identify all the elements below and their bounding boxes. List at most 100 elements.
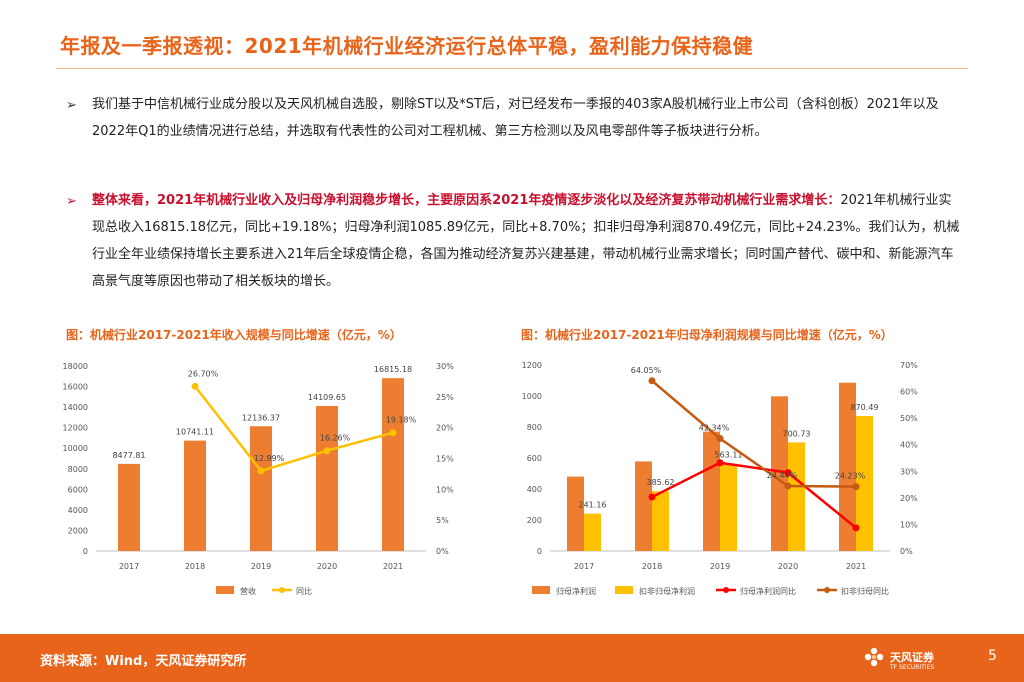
bar	[567, 476, 584, 551]
bar-data-label: 10741.11	[176, 428, 214, 437]
bar	[184, 440, 206, 551]
paragraph-summary: 整体来看，2021年机械行业收入及归母净利润稳步增长，主要原因系2021年疫情逐…	[92, 187, 962, 295]
x-axis-tick-label: 2018	[642, 562, 662, 571]
left-axis-tick-label: 12000	[63, 424, 88, 433]
bar-data-label: 16815.18	[374, 365, 412, 374]
bar	[635, 461, 652, 551]
series-line	[651, 461, 857, 529]
legend-marker	[723, 587, 729, 593]
legend-label: 同比	[296, 586, 312, 596]
right-axis-tick-label: 30%	[436, 362, 454, 371]
right-axis-tick-label: 30%	[900, 467, 918, 476]
series-line	[651, 379, 857, 488]
title-divider	[56, 68, 968, 69]
right-axis-tick-label: 5%	[436, 516, 449, 525]
x-axis-tick-label: 2017	[119, 562, 139, 571]
right-axis-tick-label: 60%	[900, 388, 918, 397]
legend-swatch	[615, 586, 633, 594]
bar-data-label: 14109.65	[308, 393, 346, 402]
revenue-chart: 0 2000 4000 6000 8000 10000 12000 14000 16000 180…	[63, 362, 455, 596]
line-data-label: 24.23%	[835, 472, 866, 481]
line-data-label: 16.26%	[320, 434, 351, 443]
line-point	[716, 459, 724, 467]
x-axis-tick-label: 2019	[251, 562, 271, 571]
summary-text: 2021年机械行业实现总收入16815.18亿元，同比+19.18%；归母净利润…	[92, 193, 960, 289]
line-point	[716, 434, 724, 442]
logo-text: 天风证券	[890, 651, 934, 664]
bar	[703, 431, 720, 551]
x-axis-tick-label: 2019	[710, 562, 730, 571]
left-axis-tick-label: 10000	[63, 444, 88, 453]
footer-source: 资料来源：Wind，天风证券研究所	[40, 654, 247, 669]
bar-data-label: 241.16	[579, 501, 607, 510]
left-axis-tick-label: 14000	[63, 403, 88, 412]
line-point	[852, 483, 860, 491]
line-data-label: 42.34%	[699, 423, 730, 432]
left-axis-tick-label: 16000	[63, 383, 88, 392]
legend-swatch	[532, 586, 550, 594]
right-axis-tick-label: 70%	[900, 361, 918, 370]
legend-label: 扣非归母同比	[841, 586, 889, 596]
left-axis-tick-label: 400	[527, 485, 542, 494]
bar-data-label: 700.73	[783, 429, 811, 438]
right-axis-tick-label: 40%	[900, 441, 918, 450]
logo-subtext: TF SECURITIES	[890, 664, 935, 671]
legend-swatch	[216, 586, 234, 594]
line-point	[257, 467, 265, 475]
series-line	[194, 385, 394, 473]
x-axis-tick-label: 2018	[185, 562, 205, 571]
legend-marker	[824, 587, 830, 593]
x-axis-tick-label: 2020	[317, 562, 337, 571]
net-profit-chart: 0 200 400 600 800 1000 1200 0% 10% 20% 30% 40% 50% 60…	[522, 361, 919, 596]
left-axis-tick-label: 1000	[522, 392, 542, 401]
legend-label: 归母净利润同比	[740, 586, 796, 596]
x-axis-tick-label: 2020	[778, 562, 798, 571]
x-axis-tick-label: 2021	[383, 562, 403, 571]
right-axis-tick-label: 20%	[900, 494, 918, 503]
left-axis-tick-label: 200	[527, 516, 542, 525]
bar	[118, 463, 140, 551]
line-point	[648, 377, 656, 385]
bar	[771, 396, 788, 551]
bar	[856, 416, 873, 551]
x-axis-tick-label: 2021	[846, 562, 866, 571]
bullet-marker: ➢	[66, 98, 77, 113]
right-axis-tick-label: 10%	[900, 520, 918, 529]
line-point	[852, 524, 860, 532]
bar	[839, 382, 856, 551]
bar-data-label: 8477.81	[112, 451, 145, 460]
bar	[584, 513, 601, 551]
right-axis-tick-label: 0%	[900, 547, 913, 556]
summary-highlight: 整体来看，2021年机械行业收入及归母净利润稳步增长，主要原因系2021年疫情逐…	[92, 193, 841, 208]
left-axis-tick-label: 800	[527, 423, 542, 432]
legend-label: 扣非归母净利润	[639, 586, 695, 596]
right-axis-tick-label: 20%	[436, 424, 454, 433]
line-point	[191, 382, 199, 390]
right-axis-tick-label: 50%	[900, 414, 918, 423]
legend-marker	[279, 587, 285, 593]
left-axis-tick-label: 1200	[522, 361, 542, 370]
line-point	[648, 493, 656, 501]
tf-logo-icon	[864, 647, 884, 667]
page-number: 5	[988, 648, 997, 664]
left-figure-title: 图：机械行业2017-2021年收入规模与同比增速（亿元，%）	[66, 328, 402, 342]
page-title: 年报及一季报透视：2021年机械行业经济运行总体平稳，盈利能力保持稳健	[60, 34, 754, 58]
bar	[652, 491, 669, 551]
line-point	[784, 469, 792, 477]
right-axis-tick-label: 0%	[436, 547, 449, 556]
line-data-label: 24.44%	[767, 471, 798, 480]
right-figure-title: 图：机械行业2017-2021年归母净利润规模与同比增速（亿元，%）	[521, 328, 893, 342]
line-data-label: 64.05%	[631, 366, 662, 375]
bar-data-label: 870.49	[851, 403, 879, 412]
line-point	[784, 482, 792, 490]
left-axis-tick-label: 8000	[68, 465, 88, 474]
line-data-label: 12.99%	[254, 454, 285, 463]
left-axis-tick-label: 18000	[63, 362, 88, 371]
left-axis-tick-label: 0	[537, 547, 542, 556]
bar-data-label: 563.11	[715, 451, 743, 460]
right-axis-tick-label: 25%	[436, 393, 454, 402]
line-point	[323, 447, 331, 455]
left-axis-tick-label: 600	[527, 454, 542, 463]
bar-data-label: 385.62	[647, 478, 675, 487]
bullet-marker: ➢	[66, 194, 77, 209]
